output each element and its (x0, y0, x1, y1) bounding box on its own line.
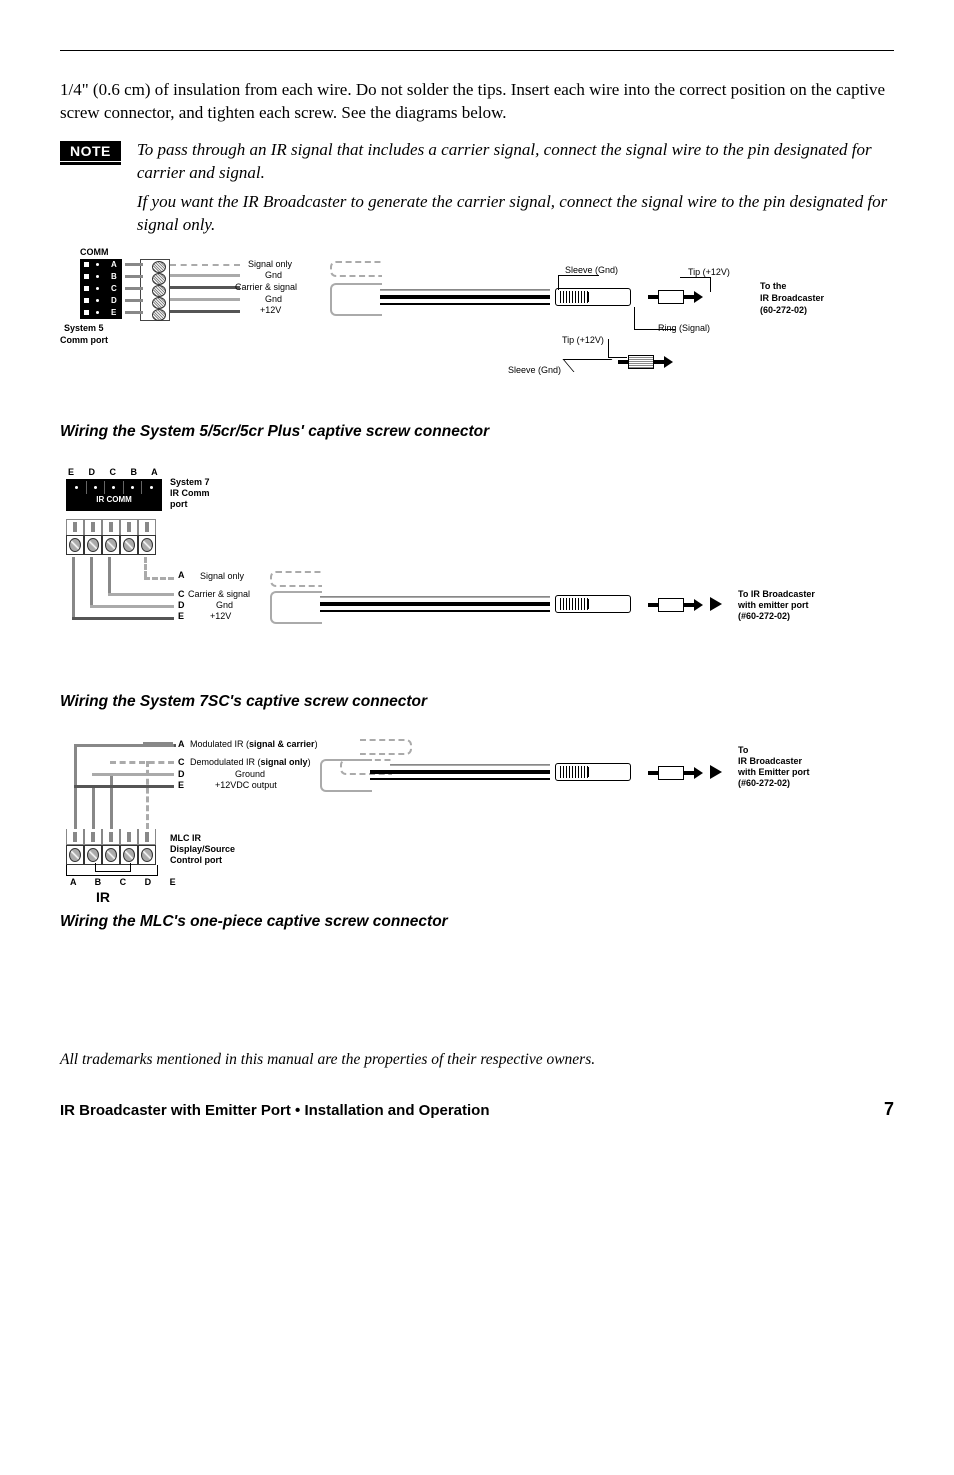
carrier: Carrier & signal (235, 282, 297, 292)
five-term (66, 535, 156, 555)
note-badge: NOTE (60, 141, 121, 161)
note-p1: To pass through an IR signal that includ… (137, 139, 894, 185)
footer-title: IR Broadcaster with Emitter Port • Insta… (60, 1102, 490, 1119)
ir-label: IR (96, 889, 110, 905)
note-p2: If you want the IR Broadcaster to genera… (137, 191, 894, 237)
d3-to4: (#60-272-02) (738, 778, 790, 788)
d3-c-txt: Demodulated IR (signal only) (190, 757, 311, 767)
sys5-l2: Comm port (60, 335, 108, 345)
d3-d: D (178, 769, 185, 779)
solid-bracket (330, 283, 382, 316)
d3-c: C (178, 757, 185, 767)
arrow-icon (710, 597, 722, 611)
caption-1: Wiring the System 5/5cr/5cr Plus' captiv… (60, 423, 894, 441)
tip: Tip (+12V) (688, 267, 730, 277)
diagram-system7: E D C B A IR COMM System 7 IR Comm port … (60, 467, 894, 687)
to1: To the (760, 281, 786, 291)
d3-e-txt: +12VDC output (215, 780, 277, 790)
footer-page: 7 (884, 1099, 894, 1120)
sys7-2: IR Comm (170, 488, 210, 498)
plug (648, 290, 703, 304)
d3-jack (555, 763, 631, 783)
d3-a-txt: Modulated IR (signal & carrier) (190, 739, 318, 749)
sys7-3: port (170, 499, 188, 509)
sys7-1: System 7 (170, 477, 210, 487)
d2-c: C (178, 589, 185, 599)
ir-comm-block: IR COMM (66, 479, 162, 511)
header-rule (60, 50, 894, 51)
comm-title: COMM (80, 247, 109, 257)
d2-a: A (178, 570, 185, 580)
trademark-note: All trademarks mentioned in this manual … (60, 1051, 894, 1069)
sleeve2: Sleeve (Gnd) (508, 365, 561, 375)
sig-only: Signal only (248, 259, 292, 269)
edcba: E D C B A (68, 467, 164, 477)
caption-3: Wiring the MLC's one-piece captive screw… (60, 913, 894, 931)
d2-to1: To IR Broadcaster (738, 589, 815, 599)
d2-12v: +12V (210, 611, 231, 621)
ring: Ring (Signal) (658, 323, 710, 333)
d3-to2: IR Broadcaster (738, 756, 802, 766)
sleeve: Sleeve (Gnd) (565, 265, 618, 275)
wire-b (170, 274, 240, 277)
d3-letters: A B C D E (70, 877, 184, 887)
d3-plug (648, 766, 703, 780)
d3-to3: with Emitter port (738, 767, 810, 777)
dashed-bracket (330, 261, 382, 277)
jack (555, 288, 631, 308)
note-text: To pass through an IR signal that includ… (137, 139, 894, 243)
d2-to2: with emitter port (738, 600, 809, 610)
to3: (60-272-02) (760, 305, 807, 315)
wire-d (170, 298, 240, 301)
body-paragraph: 1/4" (0.6 cm) of insulation from each wi… (60, 79, 894, 125)
arrow-icon-2 (710, 765, 722, 779)
d3-d-txt: Ground (235, 769, 265, 779)
d3-slot (66, 829, 156, 845)
mlc1: MLC IR (170, 833, 201, 843)
terminal-block (140, 259, 170, 321)
mlc3: Control port (170, 855, 222, 865)
d3-term (66, 845, 156, 865)
wire-c (170, 286, 240, 289)
d2-d: D (178, 600, 185, 610)
sys5-l1: System 5 (64, 323, 104, 333)
v12: +12V (260, 305, 281, 315)
page-footer: IR Broadcaster with Emitter Port • Insta… (60, 1099, 894, 1120)
tip2: Tip (+12V) (562, 335, 604, 345)
d3-e: E (178, 780, 184, 790)
comm-block: A B C D E (80, 259, 122, 319)
mlc2: Display/Source (170, 844, 235, 854)
d2-car: Carrier & signal (188, 589, 250, 599)
caption-2: Wiring the System 7SC's captive screw co… (60, 693, 894, 711)
diagram-system5: COMM A B C D E System 5 Comm port Signal… (60, 247, 894, 417)
d2-jack (555, 595, 631, 615)
d3-to1: To (738, 745, 748, 755)
note-block: NOTE To pass through an IR signal that i… (60, 139, 894, 243)
d2-plug (648, 598, 703, 612)
diagram-mlc: /* override to match image: A top far-ri… (60, 737, 894, 907)
d3-a: A (178, 739, 185, 749)
d2-sig: Signal only (200, 571, 244, 581)
wire-a (170, 264, 240, 266)
five-slot (66, 519, 156, 535)
to2: IR Broadcaster (760, 293, 824, 303)
gnd2: Gnd (265, 294, 282, 304)
wire-e (170, 310, 240, 313)
d2-to3: (#60-272-02) (738, 611, 790, 621)
gnd1: Gnd (265, 270, 282, 280)
d2-e: E (178, 611, 184, 621)
d2-gnd: Gnd (216, 600, 233, 610)
ircomm-lbl: IR COMM (68, 495, 160, 504)
